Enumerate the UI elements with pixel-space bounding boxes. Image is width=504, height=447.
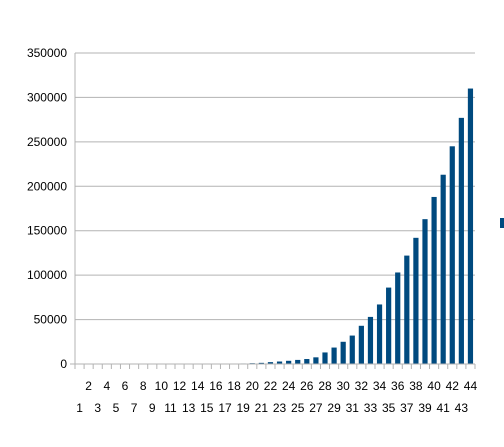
bar-26 xyxy=(304,359,310,364)
x-tick-label: 13 xyxy=(182,401,196,415)
bar-21 xyxy=(258,362,264,364)
bar-36 xyxy=(395,272,401,364)
y-axis-tick-labels: 0 50000 100000 150000 200000 250000 300000 3500… xyxy=(27,46,67,371)
x-tick-label: 44 xyxy=(464,379,478,393)
x-tick-label: 9 xyxy=(149,401,156,415)
x-tick-label: 10 xyxy=(155,379,169,393)
x-tick-label: 40 xyxy=(427,379,441,393)
bar-23 xyxy=(276,361,283,364)
y-tick-label: 150000 xyxy=(27,224,67,238)
bar-24 xyxy=(286,360,292,364)
x-tick-label: 35 xyxy=(382,401,396,415)
x-tick-label: 25 xyxy=(291,401,305,415)
x-tick-label: 26 xyxy=(300,379,314,393)
bar-31 xyxy=(349,335,355,364)
x-tick-label: 5 xyxy=(113,401,120,415)
x-tick-label: 33 xyxy=(364,401,378,415)
x-tick-label: 12 xyxy=(173,379,187,393)
x-tick-label: 6 xyxy=(122,379,129,393)
bar-34 xyxy=(376,304,383,364)
bars xyxy=(240,88,474,365)
y-tick-label: 0 xyxy=(60,357,67,371)
bar-39 xyxy=(422,219,428,364)
bar-28 xyxy=(322,352,328,364)
x-tick-label: 29 xyxy=(327,401,341,415)
x-tick-label: 2 xyxy=(85,379,92,393)
bar-43 xyxy=(458,117,464,364)
x-tick-label: 8 xyxy=(140,379,147,393)
bar-35 xyxy=(386,287,392,364)
axes xyxy=(70,53,476,369)
x-tick-label: 30 xyxy=(337,379,351,393)
x-tick-label: 38 xyxy=(409,379,423,393)
x-tick-label: 1 xyxy=(76,401,83,415)
bar-38 xyxy=(413,237,419,364)
bar-44 xyxy=(467,88,474,365)
bar-25 xyxy=(295,359,301,364)
y-tick-label: 100000 xyxy=(27,268,67,282)
x-tick-label: 42 xyxy=(446,379,460,393)
x-tick-label: 31 xyxy=(346,401,360,415)
x-tick-label: 11 xyxy=(164,401,177,415)
x-tick-label: 32 xyxy=(355,379,369,393)
x-tick-label: 21 xyxy=(255,401,269,415)
y-tick-label: 250000 xyxy=(27,135,67,149)
bar-29 xyxy=(331,347,337,364)
bar-27 xyxy=(313,357,319,364)
x-tick-label: 4 xyxy=(103,379,110,393)
x-tick-label: 7 xyxy=(131,401,138,415)
bar-30 xyxy=(340,341,346,364)
x-tick-label: 43 xyxy=(455,401,469,415)
bar-41 xyxy=(440,174,446,364)
bar-37 xyxy=(404,255,410,364)
x-tick-label: 39 xyxy=(418,401,432,415)
x-tick-label: 22 xyxy=(264,379,278,393)
x-tick-label: 27 xyxy=(309,401,323,415)
bar-33 xyxy=(367,316,374,364)
x-tick-label: 24 xyxy=(282,379,296,393)
x-tick-label: 37 xyxy=(400,401,414,415)
bar-42 xyxy=(449,146,455,364)
x-tick-label: 18 xyxy=(227,379,241,393)
x-tick-label: 36 xyxy=(391,379,405,393)
x-tick-label: 19 xyxy=(237,401,251,415)
grid-lines xyxy=(75,52,475,321)
bar-22 xyxy=(267,362,274,364)
x-tick-label: 34 xyxy=(373,379,387,393)
x-tick-label: 3 xyxy=(94,401,101,415)
x-tick-label: 41 xyxy=(437,401,451,415)
legend-swatch xyxy=(500,218,504,228)
x-tick-label: 14 xyxy=(191,379,205,393)
y-tick-label: 350000 xyxy=(27,46,67,60)
x-tick-label: 16 xyxy=(209,379,223,393)
x-tick-label: 23 xyxy=(273,401,287,415)
y-tick-label: 300000 xyxy=(27,90,67,104)
bar-32 xyxy=(358,325,364,364)
x-tick-label: 15 xyxy=(200,401,214,415)
x-axis-tick-labels: 1234567891011121314151617181920212223242… xyxy=(76,379,477,415)
x-tick-label: 20 xyxy=(246,379,260,393)
y-tick-label: 200000 xyxy=(27,179,67,193)
bar-40 xyxy=(431,196,437,364)
x-tick-label: 28 xyxy=(318,379,332,393)
x-tick-label: 17 xyxy=(218,401,232,415)
y-tick-label: 50000 xyxy=(34,313,68,327)
